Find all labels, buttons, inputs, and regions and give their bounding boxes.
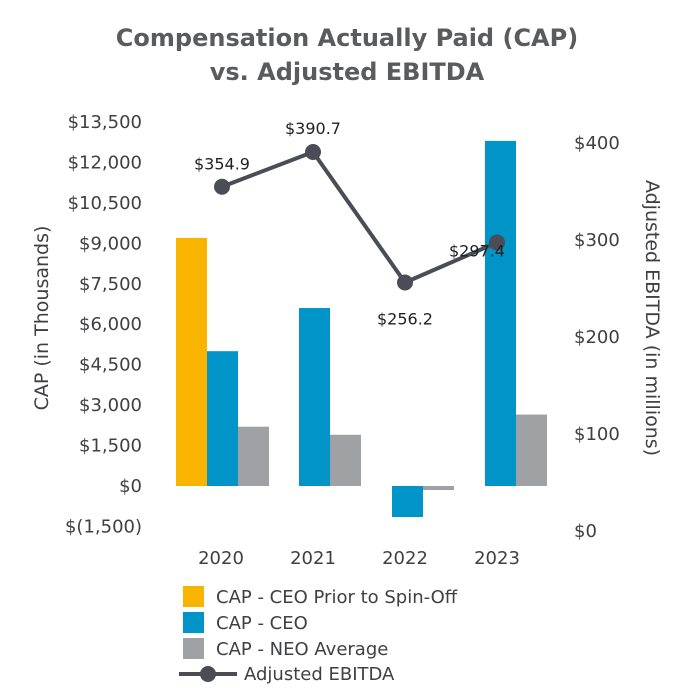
legend-label: CAP - CEO Prior to Spin-Off xyxy=(216,587,458,608)
legend-label: Adjusted EBITDA xyxy=(244,664,395,685)
y-axis-title-right: Adjusted EBITDA (in millions) xyxy=(641,180,663,456)
bar-cap-neo-average-2023 xyxy=(516,414,547,486)
ebitda-data-label: $390.7 xyxy=(285,119,341,138)
y-axis-title-left: CAP (in Thousands) xyxy=(31,226,53,411)
ebitda-line: $354.9 $390.7 $256.2 $297.4 xyxy=(194,119,505,328)
ebitda-point xyxy=(489,234,505,251)
bar-cap-ceo-2022 xyxy=(392,486,423,518)
left-tick-label: $12,000 xyxy=(68,152,142,173)
left-tick-label: $7,500 xyxy=(79,274,142,295)
category-label: 2020 xyxy=(198,548,244,569)
right-tick-label: $400 xyxy=(574,133,620,154)
left-tick-label: $13,500 xyxy=(68,112,142,133)
legend-swatch xyxy=(183,638,204,659)
left-tick-label: $4,500 xyxy=(79,355,142,376)
ebitda-line-path xyxy=(221,150,498,285)
category-label: 2021 xyxy=(290,548,336,569)
legend: CAP - CEO Prior to Spin-Off CAP - CEO CAP … xyxy=(179,586,458,685)
ebitda-data-label: $297.4 xyxy=(449,242,505,261)
right-tick-label: $100 xyxy=(574,424,620,445)
legend-swatch xyxy=(183,586,204,607)
category-labels: 2020 2021 2022 2023 xyxy=(198,548,520,569)
right-tick-label: $300 xyxy=(574,230,620,251)
category-label: 2023 xyxy=(474,548,520,569)
left-tick-label: $9,000 xyxy=(79,233,142,254)
category-label: 2022 xyxy=(382,548,428,569)
right-axis-ticks: $0 $100 $200 $300 $400 xyxy=(574,133,620,542)
left-tick-label: $(1,500) xyxy=(65,516,142,537)
ebitda-data-label: $354.9 xyxy=(194,155,250,174)
ebitda-data-label: $256.2 xyxy=(377,309,433,328)
left-axis-ticks: $(1,500) $0 $1,500 $3,000 $4,500 $6,000 $7,500… xyxy=(65,112,142,537)
bar-cap-neo-average-2021 xyxy=(330,434,361,486)
left-tick-label: $10,500 xyxy=(68,193,142,214)
left-tick-label: $0 xyxy=(119,476,142,497)
legend-label: CAP - CEO xyxy=(216,613,308,634)
chart-title-line-2: vs. Adjusted EBITDA xyxy=(210,58,485,86)
legend-label: CAP - NEO Average xyxy=(216,639,388,660)
left-tick-label: $1,500 xyxy=(79,436,142,457)
bar-cap-ceo-2021 xyxy=(299,308,330,486)
left-tick-label: $6,000 xyxy=(79,314,142,335)
legend-marker xyxy=(200,666,216,682)
chart-title-line-1: Compensation Actually Paid (CAP) xyxy=(116,24,578,52)
right-tick-label: $0 xyxy=(574,521,597,542)
ebitda-point xyxy=(214,178,230,195)
bar-cap-ceo-2020 xyxy=(207,351,238,486)
ebitda-point xyxy=(397,274,413,291)
bar-cap-neo-average-2020 xyxy=(238,426,269,486)
right-tick-label: $200 xyxy=(574,327,620,348)
bar-cap-ceo-2023 xyxy=(485,140,516,486)
left-tick-label: $3,000 xyxy=(79,395,142,416)
bar-cap-ceo-prior-to-spin-off-2020 xyxy=(176,237,207,486)
bars xyxy=(176,140,547,518)
ebitda-point xyxy=(305,144,321,161)
legend-swatch xyxy=(183,612,204,633)
bar-cap-neo-average-2022 xyxy=(423,486,454,491)
